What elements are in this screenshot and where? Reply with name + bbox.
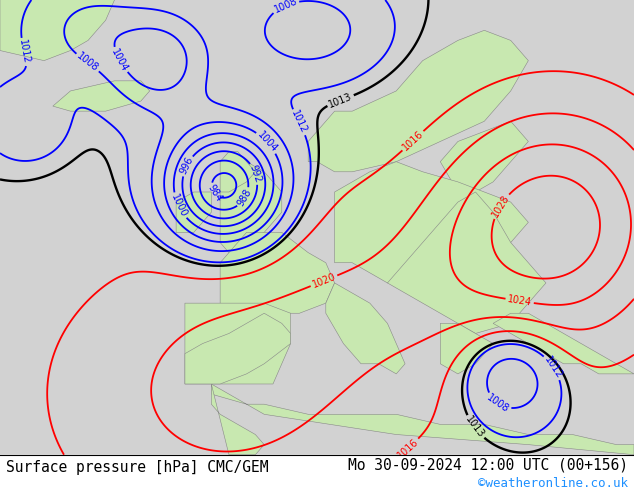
Text: 1013: 1013 bbox=[463, 415, 486, 440]
Text: 992: 992 bbox=[248, 163, 263, 184]
Text: 996: 996 bbox=[178, 155, 195, 176]
Polygon shape bbox=[387, 192, 546, 334]
Text: 1012: 1012 bbox=[290, 109, 309, 135]
Text: 1000: 1000 bbox=[169, 193, 188, 219]
Text: 1020: 1020 bbox=[311, 271, 337, 290]
Text: 1012: 1012 bbox=[17, 39, 32, 65]
Text: 1012: 1012 bbox=[542, 354, 564, 380]
Text: ©weatheronline.co.uk: ©weatheronline.co.uk bbox=[477, 477, 628, 490]
Polygon shape bbox=[176, 192, 211, 232]
Polygon shape bbox=[211, 384, 264, 455]
Polygon shape bbox=[53, 81, 150, 111]
Text: 1004: 1004 bbox=[110, 47, 130, 74]
Polygon shape bbox=[335, 162, 528, 283]
Polygon shape bbox=[185, 303, 290, 384]
Text: 1013: 1013 bbox=[327, 91, 354, 110]
Text: Surface pressure [hPa] CMC/GEM: Surface pressure [hPa] CMC/GEM bbox=[6, 460, 269, 475]
Text: 1024: 1024 bbox=[507, 294, 533, 308]
Polygon shape bbox=[0, 0, 115, 61]
Polygon shape bbox=[308, 30, 528, 172]
Text: 1008: 1008 bbox=[272, 0, 299, 15]
Polygon shape bbox=[440, 323, 493, 374]
Polygon shape bbox=[220, 232, 335, 313]
Text: 1008: 1008 bbox=[75, 51, 100, 74]
Text: 1016: 1016 bbox=[396, 437, 420, 460]
Polygon shape bbox=[493, 313, 634, 374]
Text: 1008: 1008 bbox=[485, 392, 511, 415]
Polygon shape bbox=[220, 162, 281, 253]
Polygon shape bbox=[185, 313, 290, 384]
Text: 988: 988 bbox=[236, 187, 254, 208]
Text: 1016: 1016 bbox=[401, 129, 425, 153]
Text: 1004: 1004 bbox=[255, 130, 279, 154]
Polygon shape bbox=[211, 384, 634, 455]
Text: 1028: 1028 bbox=[490, 193, 511, 219]
Polygon shape bbox=[440, 121, 528, 192]
Polygon shape bbox=[326, 283, 405, 374]
Polygon shape bbox=[220, 151, 256, 192]
Text: 984: 984 bbox=[205, 183, 224, 204]
Text: Mo 30-09-2024 12:00 UTC (00+156): Mo 30-09-2024 12:00 UTC (00+156) bbox=[347, 457, 628, 472]
